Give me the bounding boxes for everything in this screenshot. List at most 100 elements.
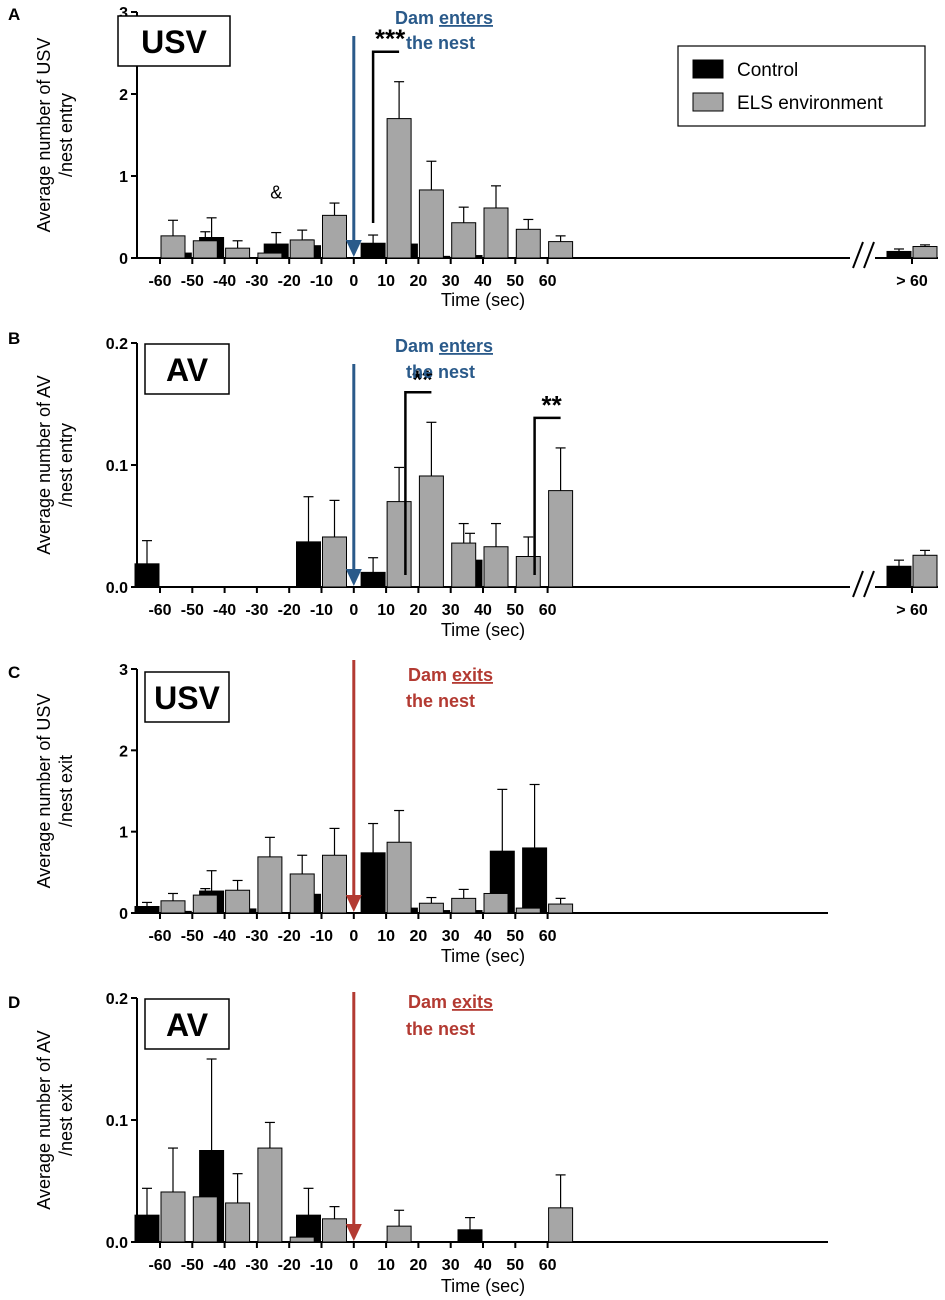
panel-letter: B [8,329,20,348]
bar-els [386,501,412,588]
x-tick-label: -30 [245,1257,268,1274]
x-tick-label: -10 [310,602,333,619]
x-tick-label: 60 [539,1257,557,1274]
x-tick-label: 40 [474,602,492,619]
dam-annotation-line2: the nest [406,33,475,53]
x-tick-label: 10 [377,273,395,290]
y-tick-label: 0.0 [106,1235,128,1252]
x-tick-label: 10 [377,1257,395,1274]
bar-els [912,246,938,259]
badge-box [144,671,230,723]
x-tick-label: 0 [349,602,358,619]
bar-els [192,1196,218,1243]
dam-annotation-line2: the nest [406,362,475,382]
panel-letter: A [8,5,20,24]
x-tick-label: 30 [442,273,460,290]
bar-els [548,1207,574,1243]
x-tick-label: -50 [181,1257,204,1274]
badge-box [117,15,231,67]
axis-break-mark [863,241,875,269]
x-tick-label: 30 [442,928,460,945]
badge-label: USV [141,24,207,60]
x-tick-label: 40 [474,273,492,290]
badge-label: AV [166,1007,209,1043]
y-axis-title-line1: Average number of AV [34,1030,54,1209]
y-tick-label: 0.2 [106,991,128,1008]
x-axis-title: Time (sec) [441,1276,525,1296]
bar-els [289,873,315,914]
y-tick-label: 0.0 [106,580,128,597]
x-tick-label: 20 [410,273,428,290]
x-tick-label: -40 [213,273,236,290]
badge-label: USV [154,680,220,716]
bar-els [322,214,347,259]
x-tick-label: 30 [442,602,460,619]
dam-arrow-head [345,1224,362,1241]
bar-els [483,546,509,588]
bar-els [160,1191,186,1243]
bar-els [192,240,218,259]
axis-break-mark [852,241,864,269]
y-axis-title-line1: Average number of USV [34,38,54,233]
x-tick-label: 20 [410,602,428,619]
y-axis-title: Average number of AV/nest exit [34,1030,76,1209]
bar-els [912,554,938,588]
y-axis-title-line2: /nest exit [56,1084,76,1156]
dam-annotation-line1: Dam exits [408,992,493,1012]
y-tick-label: 0 [119,906,128,923]
x-tick-label: -30 [245,928,268,945]
x-tick-label: 10 [377,602,395,619]
x-tick-label: -10 [310,273,333,290]
y-axis-title-line2: /nest exit [56,755,76,827]
bar-els [548,241,574,259]
x-tick-label: -60 [148,1257,171,1274]
y-axis-title: Average number of AV/nest entry [34,375,76,554]
bar-els [483,207,509,259]
bar-els [451,542,477,588]
legend: Control ELS environment [677,45,926,127]
bar-els [515,907,541,914]
bar-els [451,222,477,259]
dam-annotation-verb: enters [439,336,493,356]
annotation-label: & [270,183,282,203]
x-tick-label: -20 [278,602,301,619]
x-tick-label: 30 [442,1257,460,1274]
x-tick-label: 40 [474,928,492,945]
dam-arrow-head [345,569,362,586]
y-axis-title: Average number of USV/nest exit [34,694,76,889]
legend-label-control: Control [737,60,798,81]
y-tick-label: 1 [119,825,128,842]
x-tick-label: -30 [245,602,268,619]
bar-els [160,900,186,914]
dam-annotation-prefix: Dam [408,665,452,685]
x-tick-label: 20 [410,928,428,945]
panel-b: B Average number of AV/nest entry 0.0 0.1 0.… [8,329,938,640]
bar-els [225,247,251,259]
y-axis-title-line2: /nest entry [56,423,76,507]
bar-control [360,242,386,259]
legend-box [677,45,926,127]
panel-d: D Average number of AV/nest exit 0.0 0.1 0.2… [8,991,828,1296]
dam-annotation-verb: exits [452,665,493,685]
dam-annotation-prefix: Dam [408,992,452,1012]
significance-bracket [404,391,432,575]
dam-annotation-line1: Dam enters [395,8,493,28]
y-tick-label: 0.1 [106,458,128,475]
y-tick-label: 1 [119,169,128,186]
x-tick-label: -60 [148,273,171,290]
bar-control [457,1229,483,1243]
bar-els [386,118,412,259]
bar-els [257,1147,283,1243]
x-tick-label: -20 [278,273,301,290]
bar-els [386,841,412,914]
x-tick-label: -60 [148,928,171,945]
bar-control [522,847,548,914]
significance-label: ** [541,390,562,420]
bar-control [360,852,386,914]
y-tick-label: 0.1 [106,1113,128,1130]
bar-els [257,252,283,259]
dam-annotation-line1: Dam enters [395,336,493,356]
significance-bracket [371,50,400,224]
